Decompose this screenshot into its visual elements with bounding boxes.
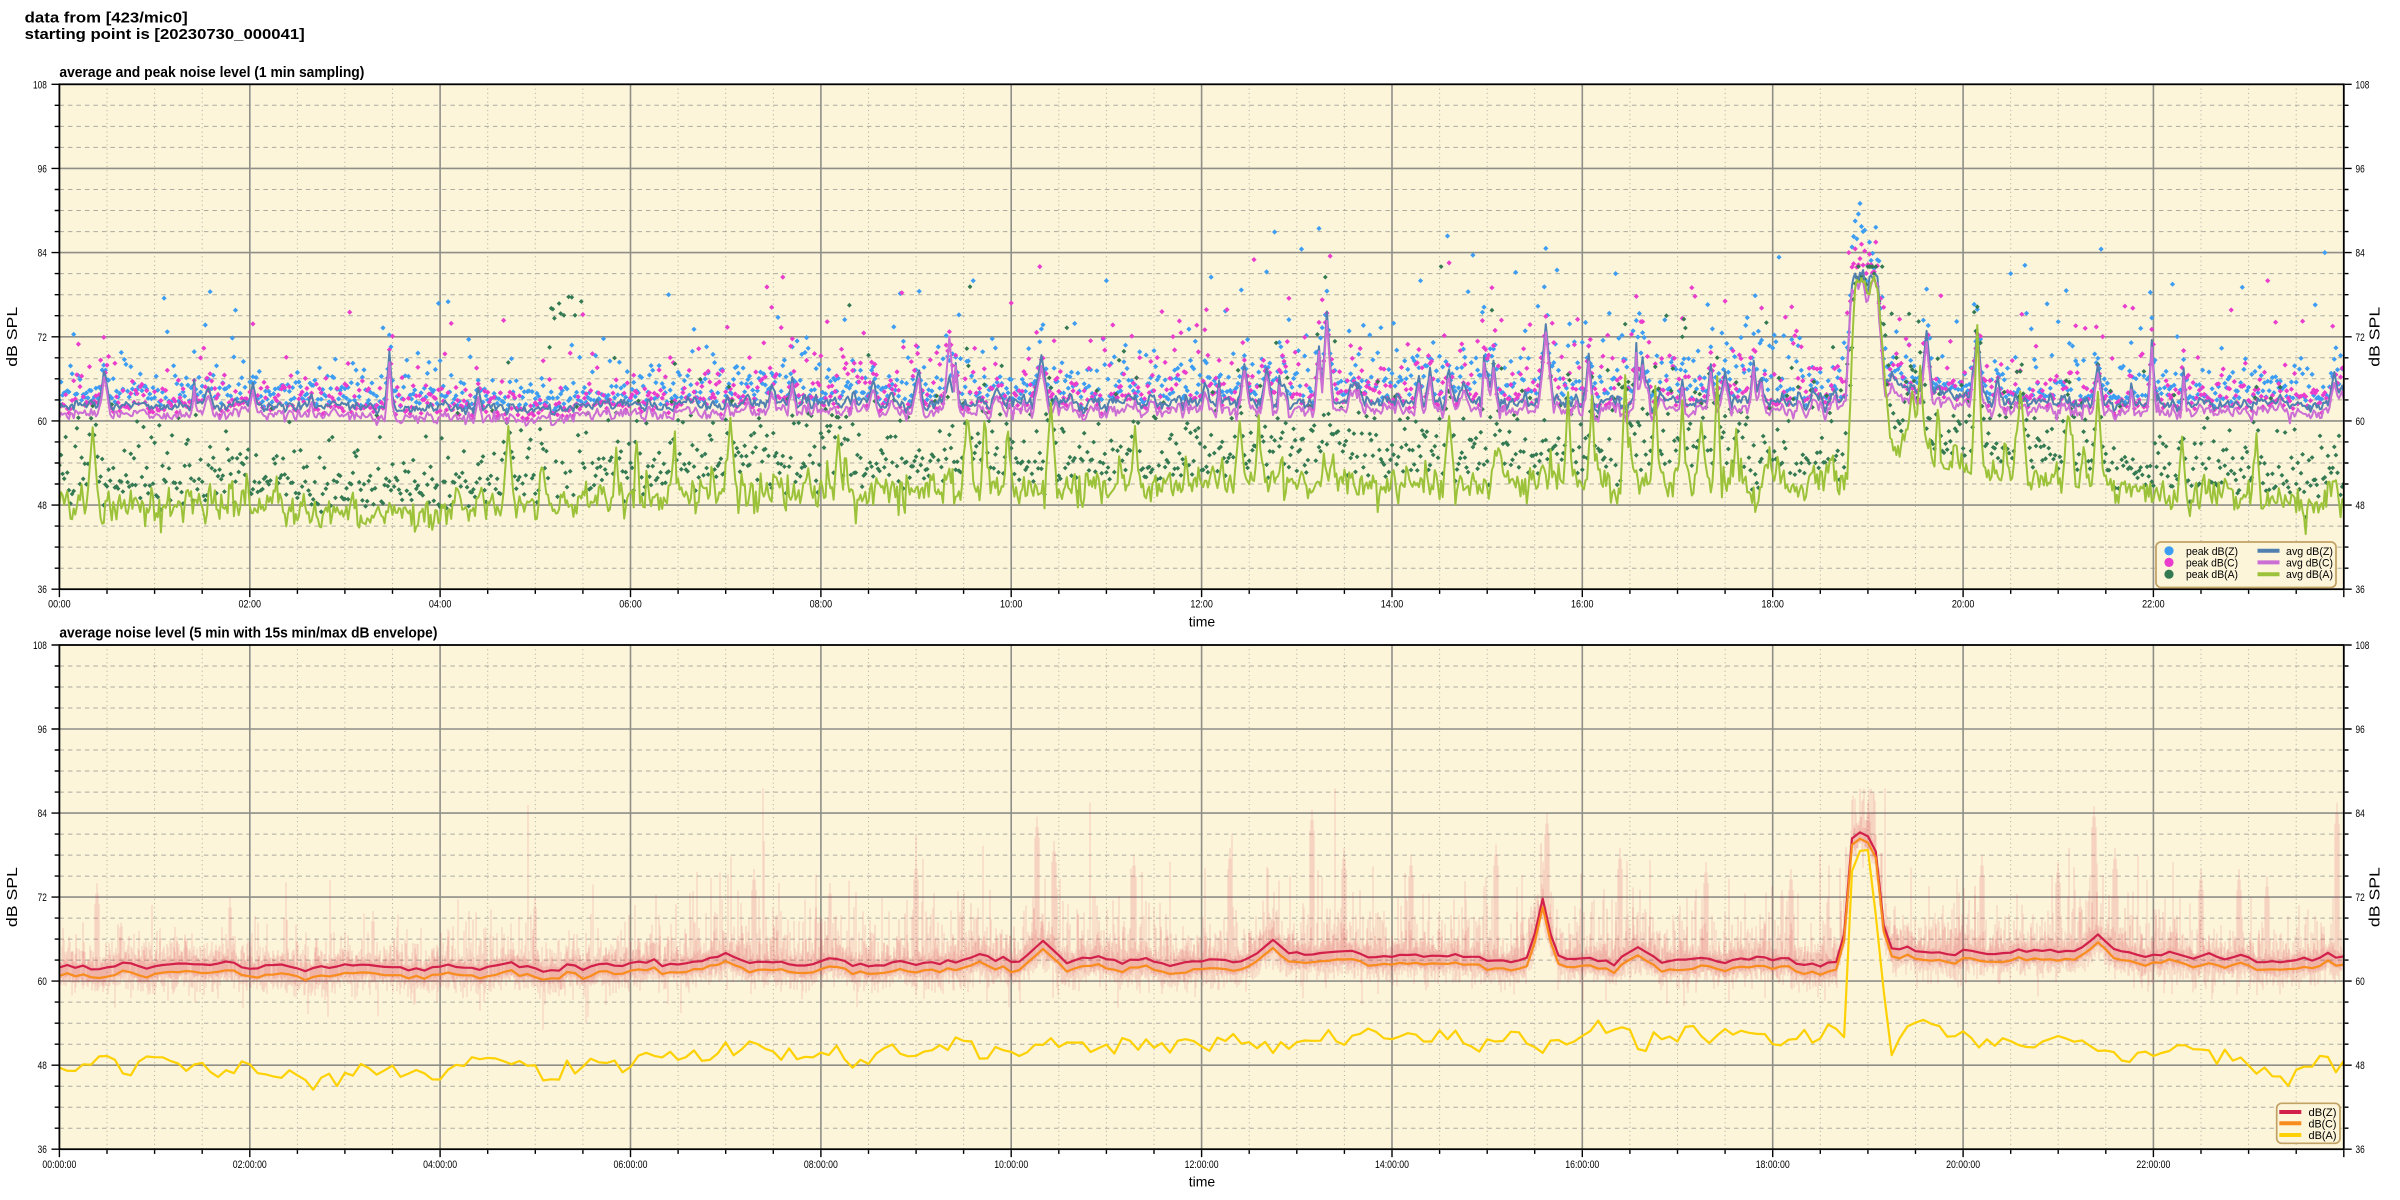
- svg-text:72: 72: [38, 892, 47, 904]
- svg-text:dB SPL: dB SPL: [5, 867, 21, 927]
- svg-text:avg dB(C): avg dB(C): [2286, 557, 2333, 569]
- svg-text:108: 108: [2356, 79, 2370, 91]
- svg-text:12:00:00: 12:00:00: [1185, 1159, 1219, 1171]
- svg-text:dB SPL: dB SPL: [2368, 867, 2384, 927]
- svg-text:108: 108: [33, 79, 47, 91]
- svg-text:48: 48: [38, 1060, 47, 1072]
- svg-text:04:00:00: 04:00:00: [423, 1159, 457, 1171]
- svg-text:dB(C): dB(C): [2309, 1118, 2337, 1130]
- svg-text:00:00: 00:00: [48, 599, 71, 611]
- svg-text:time: time: [1189, 614, 1216, 630]
- svg-text:16:00: 16:00: [1571, 599, 1594, 611]
- svg-text:84: 84: [38, 808, 47, 820]
- svg-text:96: 96: [2356, 163, 2365, 175]
- svg-text:18:00: 18:00: [1761, 599, 1784, 611]
- svg-text:22:00:00: 22:00:00: [2136, 1159, 2170, 1171]
- svg-text:dB SPL: dB SPL: [2368, 307, 2384, 367]
- svg-text:84: 84: [2356, 808, 2365, 820]
- svg-text:36: 36: [2356, 1144, 2365, 1156]
- svg-text:96: 96: [2356, 724, 2365, 736]
- svg-text:60: 60: [2356, 976, 2365, 988]
- svg-text:72: 72: [2356, 332, 2365, 344]
- svg-text:avg dB(A): avg dB(A): [2286, 569, 2333, 581]
- svg-text:14:00: 14:00: [1381, 599, 1404, 611]
- svg-text:02:00: 02:00: [239, 599, 262, 611]
- svg-text:18:00:00: 18:00:00: [1756, 1159, 1790, 1171]
- svg-text:48: 48: [2356, 1060, 2365, 1072]
- svg-text:36: 36: [2356, 584, 2365, 596]
- svg-text:08:00: 08:00: [810, 599, 833, 611]
- svg-text:02:00:00: 02:00:00: [233, 1159, 267, 1171]
- svg-text:10:00:00: 10:00:00: [994, 1159, 1028, 1171]
- svg-text:20:00:00: 20:00:00: [1946, 1159, 1980, 1171]
- svg-text:dB(A): dB(A): [2309, 1130, 2337, 1142]
- svg-text:peak dB(C): peak dB(C): [2186, 557, 2238, 569]
- svg-text:00:00:00: 00:00:00: [42, 1159, 76, 1171]
- svg-text:96: 96: [38, 724, 47, 736]
- svg-text:dB SPL: dB SPL: [5, 307, 21, 367]
- svg-text:16:00:00: 16:00:00: [1565, 1159, 1599, 1171]
- svg-text:average and peak noise level (: average and peak noise level (1 min samp…: [59, 64, 364, 81]
- svg-text:36: 36: [38, 584, 47, 596]
- svg-text:avg dB(Z): avg dB(Z): [2286, 546, 2333, 558]
- svg-text:72: 72: [38, 332, 47, 344]
- svg-text:60: 60: [38, 416, 47, 428]
- svg-text:04:00: 04:00: [429, 599, 452, 611]
- svg-text:72: 72: [2356, 892, 2365, 904]
- svg-text:108: 108: [33, 640, 47, 652]
- svg-text:84: 84: [2356, 248, 2365, 260]
- svg-text:06:00:00: 06:00:00: [614, 1159, 648, 1171]
- svg-text:22:00: 22:00: [2142, 599, 2165, 611]
- svg-text:average noise level (5 min wit: average noise level (5 min with 15s min/…: [59, 625, 437, 642]
- svg-text:peak dB(Z): peak dB(Z): [2186, 546, 2238, 558]
- svg-text:108: 108: [2356, 640, 2370, 652]
- svg-text:84: 84: [38, 248, 47, 260]
- svg-text:dB(Z): dB(Z): [2309, 1107, 2337, 1119]
- svg-text:08:00:00: 08:00:00: [804, 1159, 838, 1171]
- svg-text:48: 48: [2356, 500, 2365, 512]
- svg-text:60: 60: [38, 976, 47, 988]
- svg-text:time: time: [1189, 1174, 1216, 1190]
- svg-text:36: 36: [38, 1144, 47, 1156]
- svg-text:60: 60: [2356, 416, 2365, 428]
- svg-text:10:00: 10:00: [1000, 599, 1023, 611]
- svg-text:data from [423/mic0]: data from [423/mic0]: [25, 10, 188, 26]
- svg-text:14:00:00: 14:00:00: [1375, 1159, 1409, 1171]
- svg-text:starting point is [20230730_00: starting point is [20230730_000041]: [25, 27, 305, 43]
- svg-text:96: 96: [38, 163, 47, 175]
- svg-text:12:00: 12:00: [1190, 599, 1213, 611]
- svg-text:06:00: 06:00: [619, 599, 642, 611]
- svg-text:peak dB(A): peak dB(A): [2186, 569, 2238, 581]
- svg-text:20:00: 20:00: [1952, 599, 1975, 611]
- svg-text:48: 48: [38, 500, 47, 512]
